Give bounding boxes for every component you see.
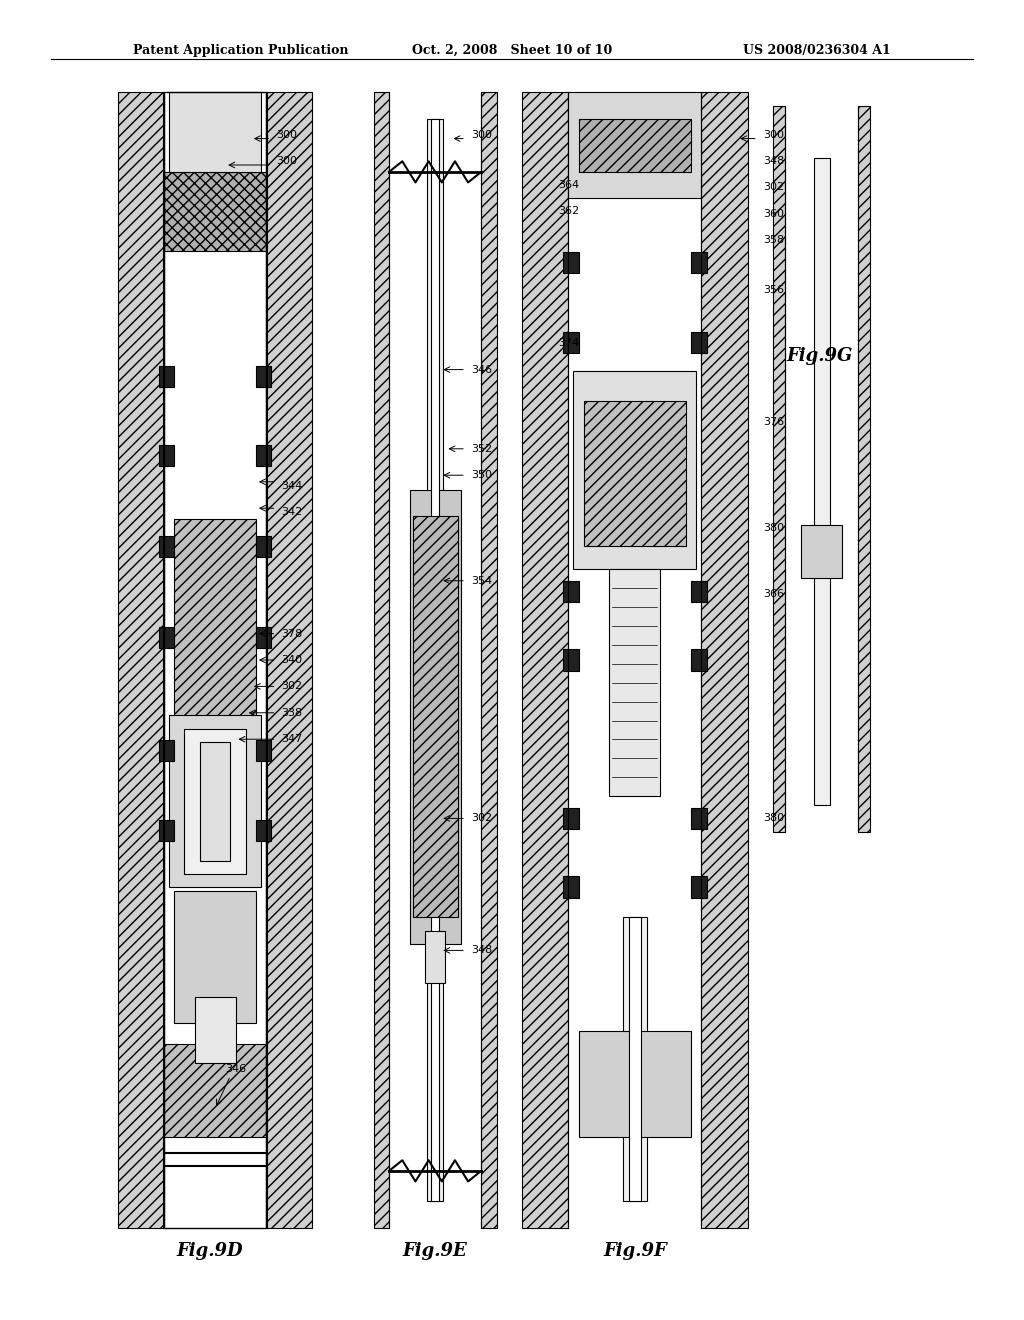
- Text: 380: 380: [763, 813, 784, 824]
- Bar: [159, 536, 174, 557]
- Bar: [629, 917, 641, 1201]
- Text: 344: 344: [282, 480, 303, 491]
- Bar: [425, 931, 445, 983]
- Bar: [563, 808, 579, 829]
- Bar: [427, 119, 443, 1201]
- Bar: [563, 581, 579, 602]
- Bar: [169, 715, 261, 887]
- Bar: [256, 536, 271, 557]
- Bar: [563, 252, 579, 273]
- Text: 348: 348: [471, 945, 493, 956]
- Text: 346: 346: [225, 1064, 247, 1074]
- Bar: [579, 1031, 691, 1137]
- Text: 374: 374: [558, 338, 580, 348]
- Text: 302: 302: [282, 681, 303, 692]
- Text: Oct. 2, 2008   Sheet 10 of 10: Oct. 2, 2008 Sheet 10 of 10: [412, 44, 612, 57]
- Text: 356: 356: [763, 285, 784, 296]
- Bar: [256, 445, 271, 466]
- Bar: [691, 581, 707, 602]
- Bar: [159, 627, 174, 648]
- Bar: [413, 516, 458, 917]
- Text: Fig.9G: Fig.9G: [786, 347, 852, 366]
- Bar: [858, 106, 870, 832]
- Bar: [169, 92, 261, 172]
- Bar: [374, 92, 389, 1228]
- Bar: [164, 172, 266, 251]
- Text: 354: 354: [471, 576, 493, 586]
- Bar: [701, 92, 748, 1228]
- Bar: [200, 742, 230, 861]
- Text: 362: 362: [558, 206, 580, 216]
- Bar: [174, 519, 256, 717]
- Bar: [164, 1044, 266, 1137]
- Text: 376: 376: [763, 417, 784, 428]
- Bar: [159, 366, 174, 387]
- Bar: [773, 106, 785, 832]
- Bar: [164, 92, 266, 1228]
- Bar: [563, 331, 579, 352]
- Text: 300: 300: [276, 129, 298, 140]
- Text: 302: 302: [763, 182, 784, 193]
- Bar: [563, 876, 579, 898]
- Bar: [256, 366, 271, 387]
- Bar: [159, 445, 174, 466]
- Bar: [563, 649, 579, 671]
- Text: 347: 347: [282, 734, 303, 744]
- Text: 338: 338: [282, 708, 303, 718]
- Bar: [410, 490, 461, 944]
- Text: 300: 300: [276, 156, 298, 166]
- Text: 358: 358: [763, 235, 784, 246]
- Bar: [623, 917, 647, 1201]
- Text: Patent Application Publication: Patent Application Publication: [133, 44, 348, 57]
- Text: 352: 352: [471, 444, 493, 454]
- Text: 350: 350: [471, 470, 493, 480]
- Text: 340: 340: [282, 655, 303, 665]
- Bar: [691, 331, 707, 352]
- Bar: [174, 891, 256, 1023]
- Bar: [522, 92, 568, 1228]
- Text: 348: 348: [763, 156, 784, 166]
- Bar: [431, 119, 439, 1201]
- Text: Fig.9D: Fig.9D: [176, 1242, 244, 1261]
- Bar: [691, 649, 707, 671]
- Text: 346: 346: [471, 364, 493, 375]
- Bar: [159, 741, 174, 762]
- Text: 300: 300: [763, 129, 784, 140]
- Bar: [579, 119, 691, 172]
- Bar: [159, 820, 174, 841]
- Bar: [584, 401, 686, 546]
- Text: 378: 378: [282, 628, 303, 639]
- Bar: [691, 808, 707, 829]
- Text: 366: 366: [763, 589, 784, 599]
- Text: Fig.9F: Fig.9F: [603, 1242, 667, 1261]
- Text: 360: 360: [763, 209, 784, 219]
- Bar: [481, 92, 497, 1228]
- Bar: [691, 876, 707, 898]
- Bar: [195, 997, 236, 1063]
- Text: 380: 380: [763, 523, 784, 533]
- Text: 302: 302: [471, 813, 493, 824]
- Bar: [691, 252, 707, 273]
- Text: Fig.9E: Fig.9E: [402, 1242, 468, 1261]
- Bar: [813, 158, 829, 805]
- Bar: [256, 741, 271, 762]
- Bar: [801, 524, 842, 578]
- Text: 364: 364: [558, 180, 580, 190]
- Bar: [266, 92, 312, 1228]
- Bar: [256, 820, 271, 841]
- Bar: [184, 729, 246, 874]
- Text: 342: 342: [282, 507, 303, 517]
- Bar: [568, 92, 701, 198]
- Bar: [118, 92, 164, 1228]
- Bar: [609, 569, 660, 796]
- Bar: [256, 627, 271, 648]
- Text: 300: 300: [471, 129, 493, 140]
- Bar: [573, 371, 696, 569]
- Text: US 2008/0236304 A1: US 2008/0236304 A1: [743, 44, 891, 57]
